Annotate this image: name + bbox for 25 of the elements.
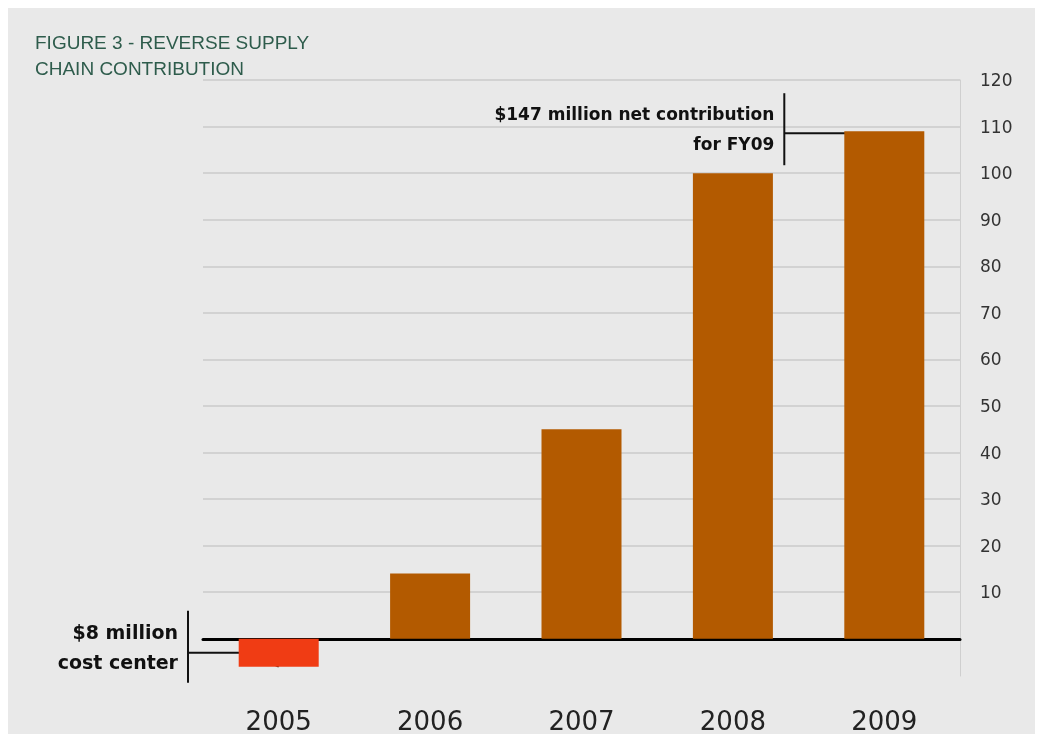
annotation: $147 million net contribution for FY09 [494, 104, 775, 155]
y-tick-label: 100 [980, 163, 1013, 184]
x-tick-label: 2005 [245, 706, 312, 736]
y-tick-label: 80 [980, 256, 1002, 277]
bar [692, 173, 773, 639]
bar [238, 638, 319, 667]
y-tick-label: 20 [980, 535, 1002, 556]
bar [541, 429, 622, 639]
x-tick-label: 2007 [548, 706, 615, 736]
y-tick-label: 30 [980, 489, 1002, 510]
y-tick-label: 110 [980, 116, 1013, 137]
x-tick-label: 2008 [699, 706, 766, 736]
y-tick-label: 10 [980, 582, 1002, 603]
y-tick-label: 70 [980, 302, 1002, 323]
bar [844, 131, 925, 639]
bar [390, 573, 471, 639]
y-tick-label: 40 [980, 442, 1002, 463]
x-tick-label: 2009 [851, 706, 918, 736]
y-tick-label: 90 [980, 209, 1002, 230]
y-tick-label: 50 [980, 395, 1002, 416]
annotation: $8 million cost center [57, 620, 179, 673]
y-tick-label: 120 [980, 70, 1013, 90]
chart-title: FIGURE 3 - REVERSE SUPPLY CHAIN CONTRIBUTION [35, 31, 315, 79]
y-tick-label: 60 [980, 349, 1002, 370]
x-tick-label: 2006 [397, 706, 464, 736]
